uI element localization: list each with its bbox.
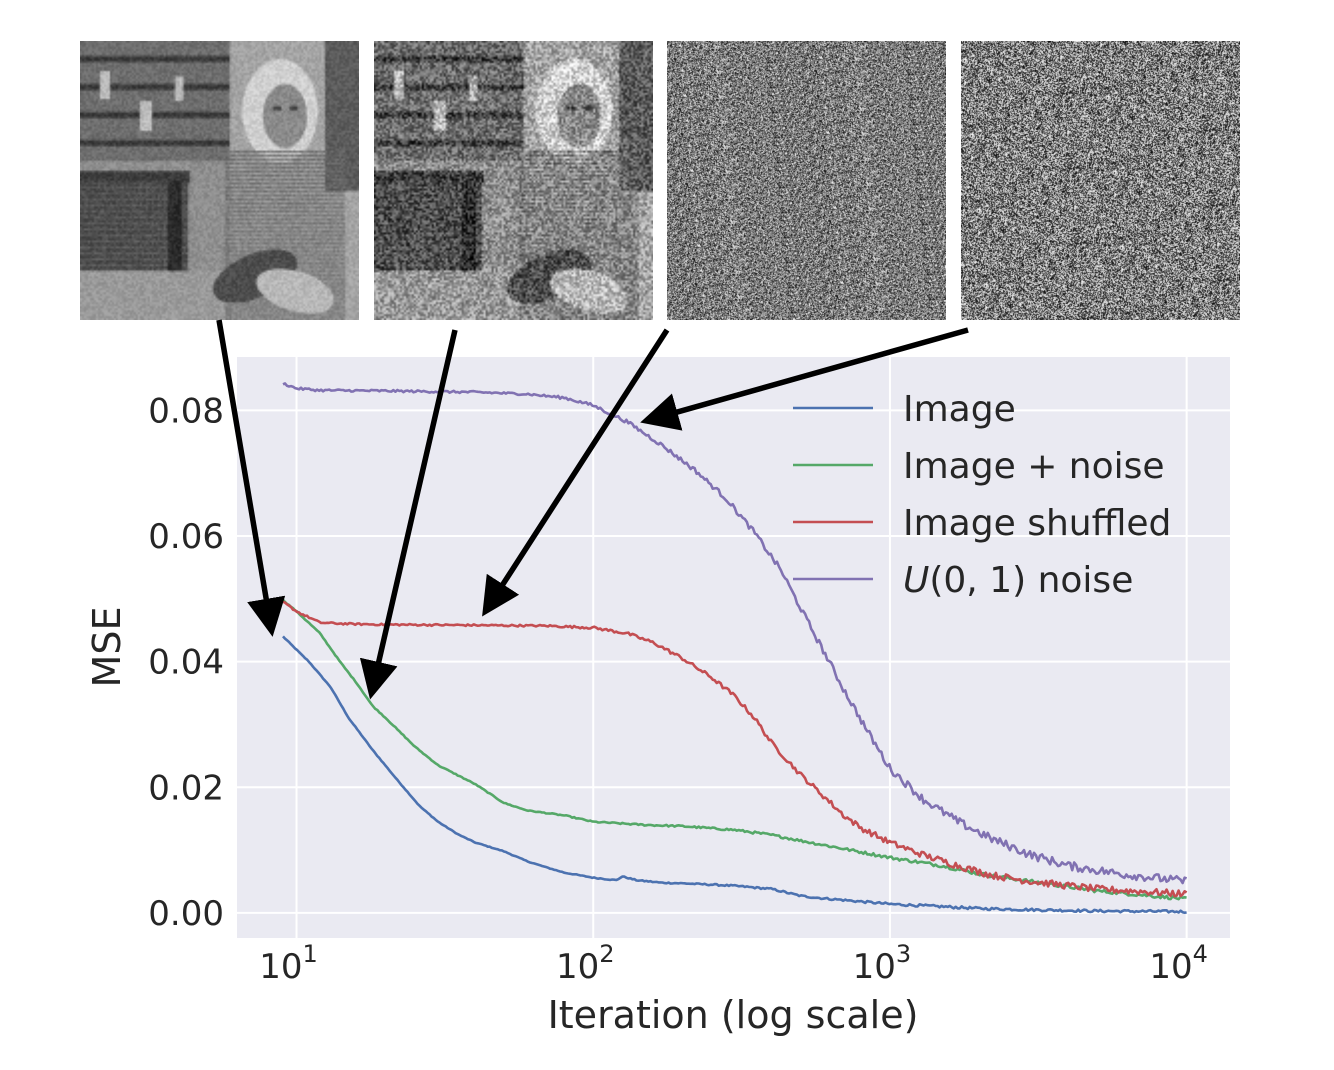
thumbnail-canvas-image — [80, 41, 359, 320]
x-axis-label: Iteration (log scale) — [548, 993, 919, 1037]
legend-label-rest: (0, 1) noise — [929, 560, 1133, 601]
x-tick-label: 104 — [1149, 940, 1208, 987]
x-tick-base: 10 — [259, 947, 302, 987]
legend-label-1: Image + noise — [903, 446, 1165, 487]
x-tick-base: 10 — [1149, 947, 1192, 987]
series-lines — [282, 382, 1188, 914]
y-tick-label: 0.02 — [148, 768, 224, 808]
legend: Image Image + noise Image shuffled U(0, 1) … — [793, 389, 1171, 601]
thumbnail-uniform — [961, 41, 1240, 320]
legend-label-3: U(0, 1) noise — [903, 560, 1133, 601]
x-tick-base: 10 — [556, 947, 599, 987]
y-axis-label: MSE — [85, 607, 129, 688]
annotation-arrow-0 — [216, 319, 286, 637]
thumbnail-canvas-image-noise — [374, 41, 653, 320]
annotation-arrows — [216, 319, 969, 700]
y-tick-label: 0.00 — [148, 894, 224, 934]
x-tick-base: 10 — [853, 947, 896, 987]
y-tick-label: 0.06 — [148, 517, 224, 557]
thumbnail-canvas-uniform — [961, 41, 1240, 320]
x-tick-label: 102 — [556, 940, 615, 987]
thumbnail-image-noise — [374, 41, 653, 320]
legend-label-var: U — [903, 560, 929, 601]
series-line-0 — [282, 635, 1187, 914]
thumbnail-canvas-shuffled — [667, 41, 946, 320]
thumbnail-image — [80, 41, 359, 320]
x-tick-label: 103 — [853, 940, 912, 987]
y-tick-label: 0.08 — [148, 391, 224, 431]
plot-area — [237, 357, 1230, 938]
series-line-2 — [282, 600, 1188, 898]
series-line-3 — [282, 382, 1188, 885]
x-tick-labels: 101 102 103 104 — [259, 940, 1208, 987]
thumbnail-shuffled — [667, 41, 946, 320]
annotation-arrow-3 — [640, 327, 969, 431]
x-tick-label: 101 — [259, 940, 318, 987]
grid — [237, 357, 1230, 938]
y-tick-labels: 0.00 0.02 0.04 0.06 0.08 — [148, 391, 224, 933]
x-tick-exponent: 2 — [599, 940, 614, 968]
x-tick-exponent: 3 — [896, 940, 911, 968]
annotation-arrow-1 — [359, 329, 458, 700]
x-tick-exponent: 1 — [303, 940, 318, 968]
x-tick-exponent: 4 — [1193, 940, 1208, 968]
annotation-arrow-2 — [482, 328, 670, 617]
y-tick-label: 0.04 — [148, 643, 224, 683]
legend-label-2: Image shuffled — [903, 503, 1171, 544]
legend-label-0: Image — [903, 389, 1016, 430]
